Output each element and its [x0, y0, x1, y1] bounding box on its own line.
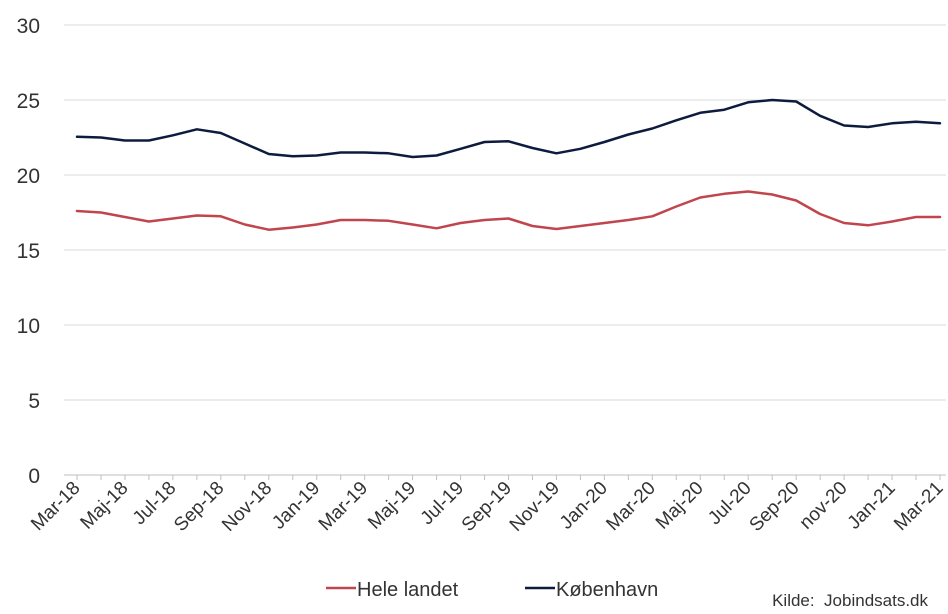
y-tick-label: 5 — [28, 390, 40, 413]
x-tick-label: Sep-20 — [746, 478, 804, 536]
x-tick-label: Jan-20 — [556, 478, 612, 534]
x-axis: Mar-18Maj-18Jul-18Sep-18Nov-18Jan-19Mar-… — [27, 474, 948, 536]
y-tick-label: 25 — [17, 90, 40, 113]
x-tick-label: Mar-20 — [602, 478, 659, 535]
x-tick-label: Sep-19 — [458, 478, 516, 536]
y-tick-label: 30 — [17, 15, 40, 38]
y-tick-label: 20 — [17, 165, 40, 188]
x-tick-label: Maj-18 — [77, 478, 133, 534]
x-tick-label: Nov-19 — [506, 478, 564, 536]
x-tick-label: Jan-21 — [844, 478, 900, 534]
legend-label-kobenhavn: København — [556, 579, 658, 601]
y-tick-label: 0 — [28, 465, 40, 488]
series-line-hele-landet — [75, 190, 942, 231]
y-axis: 0 5 10 15 20 25 30 — [17, 15, 40, 488]
y-tick-label: 10 — [17, 315, 40, 338]
y-tick-label: 15 — [17, 240, 40, 263]
series-line-kobenhavn — [75, 98, 942, 159]
x-tick-label: Jan-19 — [268, 478, 324, 534]
source-note: Kilde: Jobindsats.dk — [772, 591, 928, 609]
x-tick-label: Sep-18 — [170, 478, 228, 536]
x-tick-label: Mar-21 — [890, 478, 947, 535]
series-lines — [75, 98, 942, 231]
x-tick-label: Mar-19 — [315, 478, 372, 535]
x-tick-label: Nov-18 — [218, 478, 276, 536]
legend-label-hele-landet: Hele landet — [357, 579, 459, 601]
x-tick-label: nov-20 — [796, 478, 852, 534]
x-tick-label: Maj-20 — [652, 478, 708, 534]
x-tick-label: Maj-19 — [364, 478, 420, 534]
legend: Hele landet København — [326, 579, 658, 601]
gridlines — [64, 24, 946, 401]
